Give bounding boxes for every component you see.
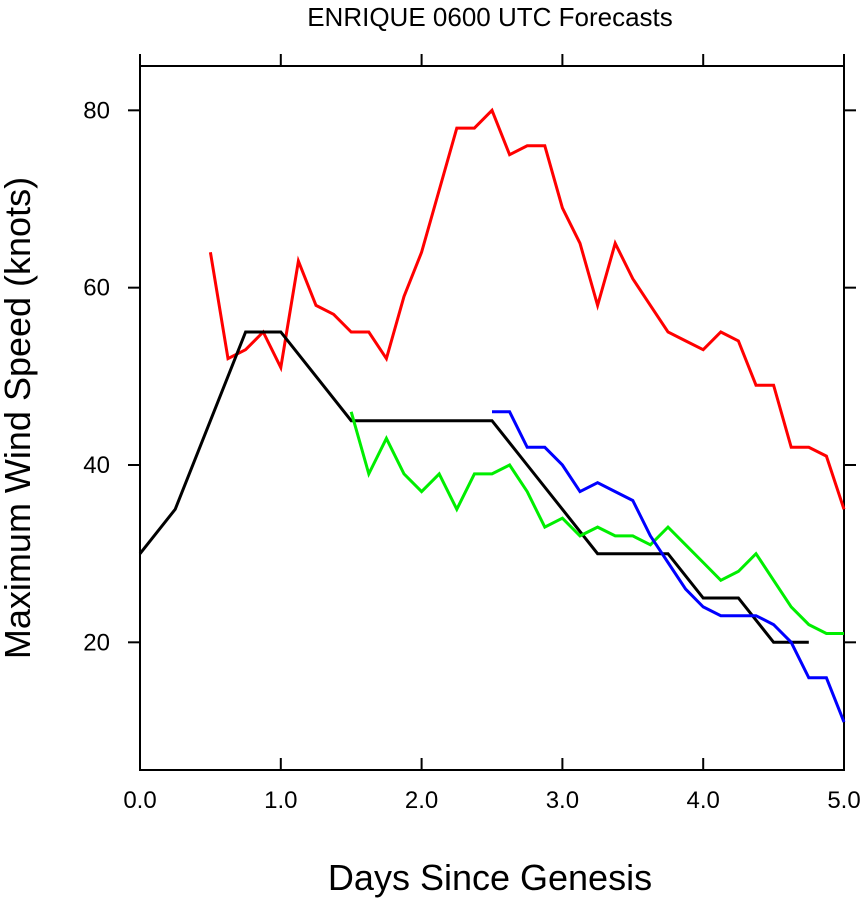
x-tick-label: 2.0 [405, 787, 438, 814]
x-axis-label: Days Since Genesis [328, 857, 652, 898]
plot-frame [139, 65, 845, 771]
x-tick-label: 5.0 [827, 787, 860, 814]
x-tick-label: 1.0 [264, 787, 297, 814]
x-tick-label: 0.0 [123, 787, 156, 814]
y-axis-label: Maximum Wind Speed (knots) [0, 177, 38, 659]
axis-ticks [128, 54, 856, 770]
chart-title: ENRIQUE 0600 UTC Forecasts [307, 2, 673, 32]
series-lines [138, 107, 846, 723]
tick-labels: 0.0 1.0 2.0 3.0 4.0 5.0 20 40 60 80 [83, 97, 860, 814]
series-line [138, 330, 809, 644]
series-line [492, 410, 846, 723]
x-tick-label: 4.0 [687, 787, 720, 814]
x-tick-label: 3.0 [546, 787, 579, 814]
y-tick-label: 80 [83, 97, 110, 124]
series-line [349, 411, 844, 635]
series-line [208, 107, 846, 510]
y-tick-label: 60 [83, 275, 110, 302]
y-tick-label: 40 [83, 452, 110, 479]
y-tick-label: 20 [83, 629, 110, 656]
